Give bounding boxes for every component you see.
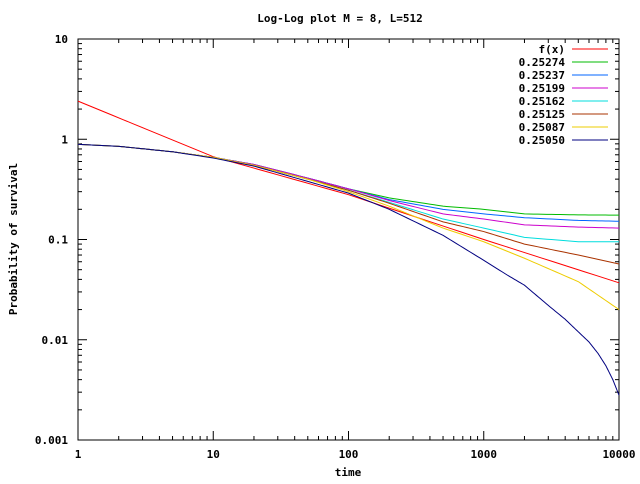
x-tick-label: 100 [339,448,359,461]
series-line-2 [77,143,620,222]
legend-label: 0.25237 [519,69,565,82]
series-line-1 [77,143,620,216]
x-tick-label: 1 [75,448,82,461]
x-tick-label: 10 [207,448,220,461]
x-axis-label: time [335,466,362,479]
legend-label: f(x) [539,43,566,56]
y-tick-label: 0.001 [35,434,68,447]
legend: f(x)0.252740.252370.251990.251620.251250… [519,43,608,147]
series-layer [77,100,620,396]
legend-label: 0.25162 [519,95,565,108]
legend-label: 0.25050 [519,134,565,147]
y-axis-label: Probability of survival [7,163,20,315]
legend-label: 0.25087 [519,121,565,134]
chart-title: Log-Log plot M = 8, L=512 [257,12,423,25]
series-line-5 [77,143,620,265]
x-tick-label: 10000 [602,448,635,461]
legend-label: 0.25274 [519,56,566,69]
series-line-0 [77,100,620,284]
series-line-6 [77,143,620,310]
y-tick-label: 10 [55,33,68,46]
axes-layer: 1 10 100 1000 10000 0.001 0.01 0.1 1 10 [35,33,636,461]
y-tick-label: 0.01 [42,334,69,347]
series-line-3 [77,143,620,229]
legend-label: 0.25199 [519,82,565,95]
series-line-7 [77,143,620,396]
legend-label: 0.25125 [519,108,565,121]
y-tick-label: 0.1 [48,234,68,247]
x-tick-label: 1000 [471,448,498,461]
y-tick-label: 1 [61,133,68,146]
